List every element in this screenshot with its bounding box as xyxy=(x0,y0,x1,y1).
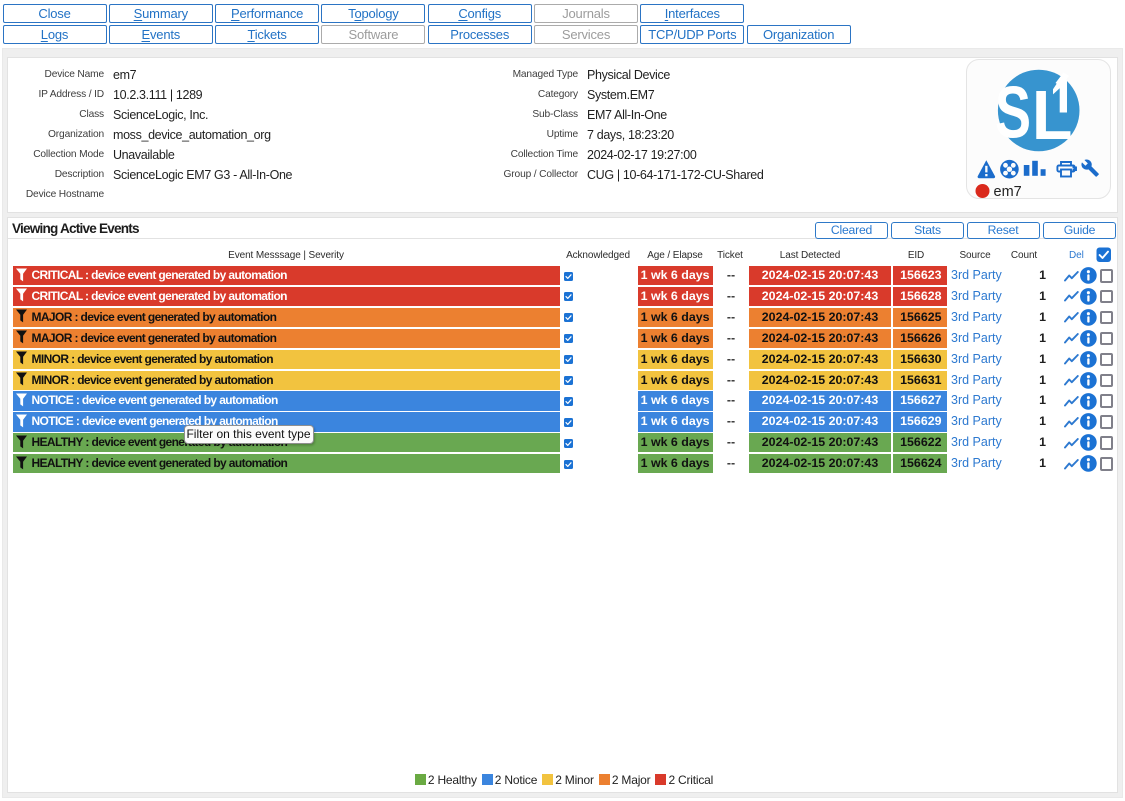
svg-text:em7: em7 xyxy=(994,184,1022,198)
svg-text:S: S xyxy=(995,71,1031,153)
